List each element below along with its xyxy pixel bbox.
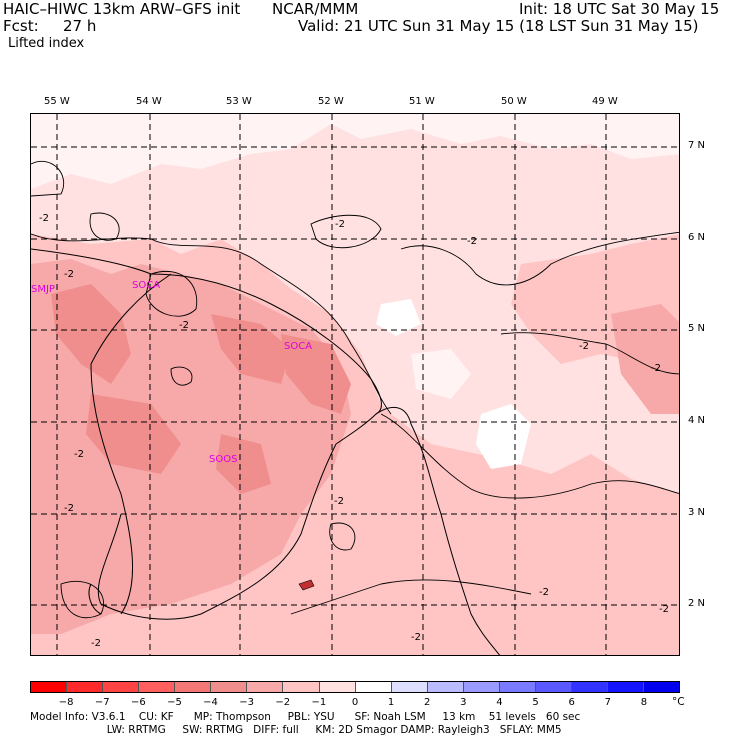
lat-label-4n: 4 N — [688, 415, 706, 426]
contour-label: -2 — [335, 219, 345, 230]
organization: NCAR/MMM — [272, 0, 359, 18]
lifted-index-map[interactable]: SMJP SOCA SOCA SOOS -2 -2 -2 -2 -2 -2 -2… — [30, 113, 680, 656]
station-soca-1: SOCA — [132, 280, 161, 291]
lat-label-5n: 5 N — [688, 323, 706, 334]
station-soca-2: SOCA — [284, 341, 313, 352]
field-north-pale — [31, 114, 679, 189]
legend-tick-label: 4 — [496, 697, 503, 708]
field-patch-2 — [211, 314, 291, 384]
contour-label: -2 — [411, 632, 421, 643]
field-name: Lifted index — [8, 36, 85, 51]
contour-label: -2 — [64, 269, 74, 280]
legend-tick-label: −5 — [167, 697, 182, 708]
model-title: HAIC–HIWC 13km ARW–GFS init — [3, 0, 241, 18]
model-info-line1: Model Info: V3.6.1 CU: KF MP: Thompson P… — [30, 711, 581, 723]
contour-label: -2 — [467, 236, 477, 247]
lat-label-6n: 6 N — [688, 232, 706, 243]
station-smjp: SMJP — [31, 284, 55, 295]
lon-label-55w: 55 W — [44, 96, 70, 107]
legend-tick-label: 3 — [460, 697, 467, 708]
legend-swatch — [103, 682, 140, 692]
contour-label: -2 — [64, 503, 74, 514]
forecast-hour: 27 h — [63, 17, 97, 35]
legend-swatch — [283, 682, 320, 692]
legend-tick-label: −7 — [94, 697, 110, 708]
legend-swatch — [427, 682, 464, 692]
lat-label-3n: 3 N — [688, 507, 706, 518]
contour-label: -2 — [91, 638, 101, 649]
contour-label: -2 — [579, 341, 589, 352]
field-min-blob — [298, 579, 315, 591]
legend-swatch — [67, 682, 104, 692]
field-patch-1 — [51, 284, 131, 384]
legend-tick-label: −8 — [58, 697, 74, 708]
lon-label-52w: 52 W — [318, 96, 344, 107]
legend-tick-label: 1 — [387, 697, 395, 708]
field-patch-3 — [281, 334, 351, 414]
legend-tick-label: 7 — [604, 697, 611, 708]
legend-swatch — [608, 682, 645, 692]
legend-swatch — [571, 682, 608, 692]
lon-label-54w: 54 W — [136, 96, 162, 107]
legend-tick-label: 2 — [424, 697, 431, 708]
legend-tick-label: 5 — [532, 697, 539, 708]
contour-label: -2 — [334, 496, 344, 507]
lat-lon-grid — [31, 114, 679, 655]
field-pale-2 — [476, 404, 531, 469]
legend-unit: °C — [672, 696, 685, 708]
legend-tick-label: −4 — [203, 697, 218, 708]
legend-swatch — [499, 682, 536, 692]
field-east-dark — [611, 304, 679, 414]
map-canvas — [31, 114, 679, 655]
legend-swatch — [211, 682, 248, 692]
lon-label-50w: 50 W — [501, 96, 527, 107]
field-pale-3 — [411, 349, 471, 399]
legend-swatch — [247, 682, 284, 692]
lon-label-51w: 51 W — [409, 96, 435, 107]
contour-label: -2 — [659, 604, 669, 615]
legend-swatch — [31, 682, 68, 692]
contour-label: -2 — [39, 213, 49, 224]
contour-label: -2 — [179, 320, 189, 331]
lat-label-7n: 7 N — [688, 140, 706, 151]
legend-swatch — [463, 682, 500, 692]
legend-tick-label: −2 — [275, 697, 291, 708]
contour-label: -2 — [651, 363, 661, 374]
station-soos: SOOS — [209, 454, 238, 465]
init-time: Init: 18 UTC Sat 30 May 15 — [519, 0, 720, 18]
forecast-label: Fcst: — [3, 17, 39, 35]
legend-tick-label: −3 — [239, 697, 255, 708]
legend-swatch — [644, 682, 680, 692]
legend-swatch — [175, 682, 212, 692]
color-legend — [30, 681, 680, 693]
lat-label-2n: 2 N — [688, 598, 706, 609]
field-patch-4 — [86, 394, 181, 474]
field-patch-5 — [216, 434, 271, 494]
legend-tick-label: 6 — [568, 697, 575, 708]
contour-label: -2 — [539, 587, 549, 598]
model-info-line2: LW: RRTMG SW: RRTMG DIFF: full KM: 2D Sm… — [30, 724, 562, 736]
valid-time: Valid: 21 UTC Sun 31 May 15 (18 LST Sun … — [298, 17, 699, 35]
contour-label: -2 — [74, 449, 84, 460]
legend-tick-label: 0 — [351, 697, 359, 708]
field-pale-1 — [376, 299, 421, 336]
legend-swatch — [391, 682, 428, 692]
legend-swatch — [535, 682, 572, 692]
legend-tick-label: 8 — [640, 697, 648, 708]
legend-tick-label: −6 — [130, 697, 146, 708]
legend-swatch — [319, 682, 356, 692]
lon-label-53w: 53 W — [226, 96, 252, 107]
legend-swatch — [139, 682, 176, 692]
lon-label-49w: 49 W — [592, 96, 618, 107]
legend-swatch — [355, 682, 392, 692]
legend-tick-label: −1 — [311, 697, 327, 708]
